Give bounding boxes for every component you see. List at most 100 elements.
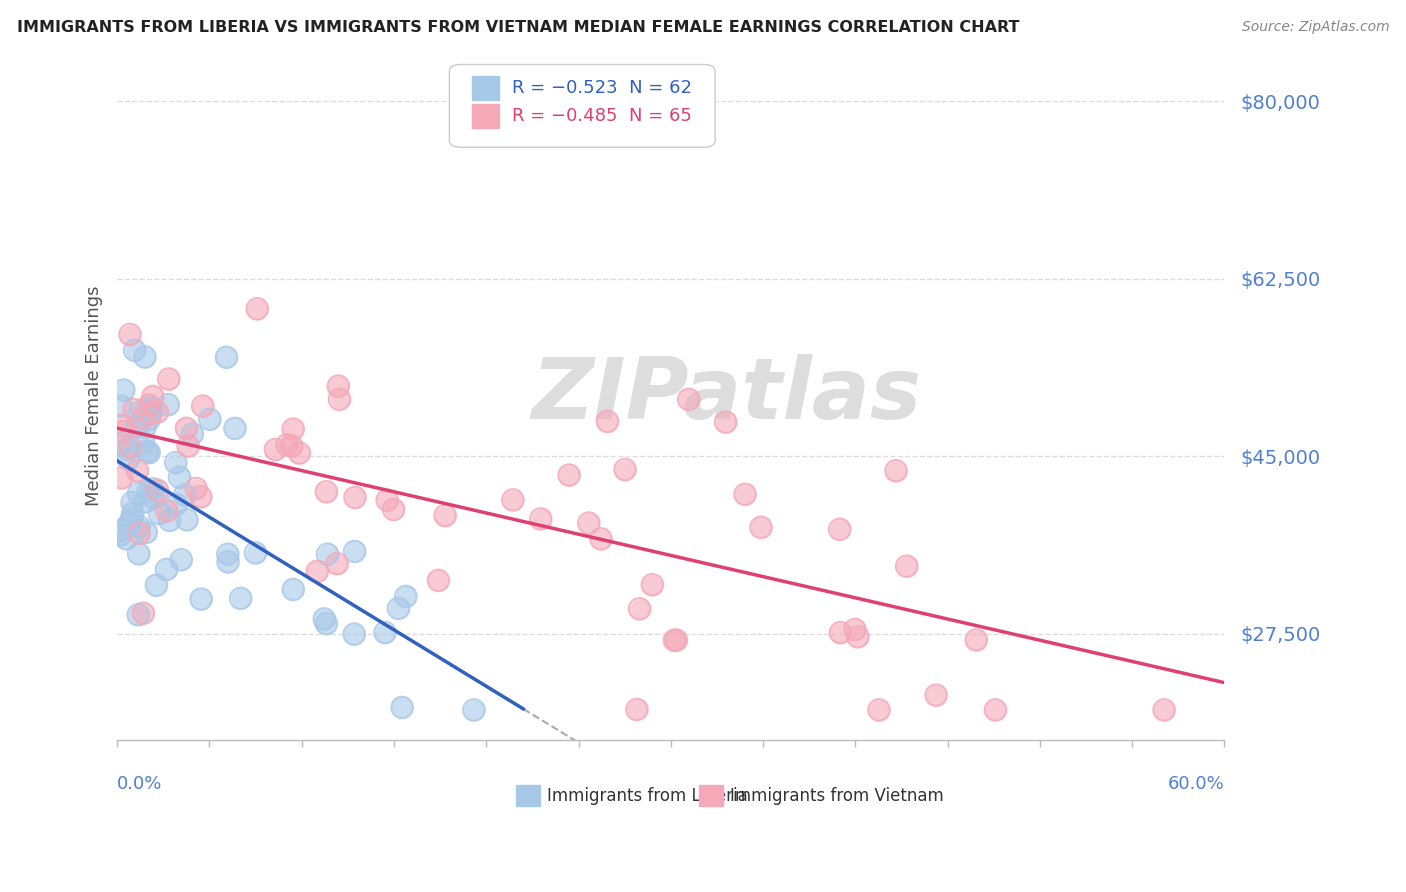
Point bbox=[117, 452, 139, 467]
Point bbox=[307, 565, 329, 579]
Point bbox=[110, 399, 132, 413]
Point bbox=[134, 350, 156, 364]
Point bbox=[131, 411, 153, 425]
Point bbox=[146, 483, 169, 498]
Point bbox=[749, 520, 772, 534]
Point bbox=[165, 456, 187, 470]
Point bbox=[558, 468, 581, 483]
Point bbox=[111, 471, 134, 485]
Point bbox=[128, 520, 150, 534]
Point bbox=[136, 484, 159, 499]
Point bbox=[128, 547, 150, 561]
Point bbox=[427, 574, 450, 588]
Point bbox=[264, 442, 287, 457]
Point bbox=[155, 562, 177, 576]
Point bbox=[343, 627, 366, 641]
Point bbox=[135, 495, 157, 509]
Point bbox=[374, 625, 396, 640]
Point bbox=[128, 486, 150, 500]
Point bbox=[314, 612, 336, 626]
Text: Immigrants from Vietnam: Immigrants from Vietnam bbox=[730, 787, 943, 805]
Point bbox=[110, 437, 132, 451]
Point bbox=[596, 414, 619, 428]
Point bbox=[118, 327, 141, 342]
Point bbox=[157, 372, 180, 386]
Point bbox=[830, 625, 852, 640]
Point bbox=[181, 427, 204, 442]
Point bbox=[868, 703, 890, 717]
Y-axis label: Median Female Earnings: Median Female Earnings bbox=[86, 285, 103, 506]
Point bbox=[246, 301, 269, 316]
Point bbox=[157, 398, 180, 412]
Point bbox=[169, 470, 191, 484]
Point bbox=[596, 414, 619, 428]
Point bbox=[391, 700, 413, 714]
Point bbox=[395, 590, 418, 604]
Point bbox=[142, 482, 165, 496]
Point bbox=[136, 444, 159, 458]
Point bbox=[127, 419, 149, 434]
Point bbox=[170, 553, 193, 567]
Point bbox=[641, 578, 664, 592]
Point bbox=[387, 601, 409, 615]
Point bbox=[173, 488, 195, 502]
Point bbox=[156, 504, 179, 518]
Point bbox=[1153, 703, 1175, 717]
Point bbox=[141, 401, 163, 415]
Point bbox=[375, 493, 398, 508]
Point bbox=[132, 435, 155, 450]
Point bbox=[110, 524, 132, 538]
Point bbox=[628, 602, 651, 616]
Point bbox=[280, 439, 302, 453]
Point bbox=[136, 484, 159, 499]
Point bbox=[121, 496, 143, 510]
Point bbox=[112, 383, 135, 397]
Text: Immigrants from Liberia: Immigrants from Liberia bbox=[547, 787, 748, 805]
Point bbox=[315, 616, 337, 631]
Point bbox=[128, 486, 150, 500]
Point bbox=[117, 452, 139, 467]
Point bbox=[628, 602, 651, 616]
Point bbox=[148, 507, 170, 521]
Point bbox=[558, 468, 581, 483]
Point bbox=[868, 703, 890, 717]
Point bbox=[118, 327, 141, 342]
Bar bbox=[471, 103, 499, 128]
Point bbox=[110, 437, 132, 451]
Point bbox=[127, 464, 149, 478]
Point bbox=[229, 591, 252, 606]
Point bbox=[191, 399, 214, 413]
Point bbox=[166, 497, 188, 511]
Point bbox=[135, 525, 157, 540]
Point bbox=[276, 438, 298, 452]
Point bbox=[127, 607, 149, 622]
Point bbox=[117, 442, 139, 457]
Point bbox=[112, 425, 135, 439]
Point bbox=[316, 547, 339, 561]
Text: R = −0.485  N = 65: R = −0.485 N = 65 bbox=[513, 107, 692, 125]
Point bbox=[132, 607, 155, 621]
Point bbox=[177, 439, 200, 453]
Point bbox=[217, 547, 239, 561]
Point bbox=[343, 544, 366, 558]
Point bbox=[734, 487, 756, 501]
Point bbox=[965, 632, 987, 647]
Point bbox=[328, 379, 350, 393]
Point bbox=[145, 578, 167, 592]
Point bbox=[641, 578, 664, 592]
Point bbox=[665, 633, 688, 648]
Point bbox=[896, 559, 918, 574]
Point bbox=[245, 546, 267, 560]
Point bbox=[215, 351, 238, 365]
Point bbox=[181, 427, 204, 442]
Point bbox=[134, 420, 156, 434]
Point bbox=[132, 435, 155, 450]
Point bbox=[138, 412, 160, 426]
Point bbox=[664, 633, 686, 648]
Point bbox=[283, 582, 305, 597]
Point bbox=[502, 492, 524, 507]
Point bbox=[141, 406, 163, 420]
Point bbox=[463, 703, 485, 717]
Text: IMMIGRANTS FROM LIBERIA VS IMMIGRANTS FROM VIETNAM MEDIAN FEMALE EARNINGS CORREL: IMMIGRANTS FROM LIBERIA VS IMMIGRANTS FR… bbox=[17, 20, 1019, 35]
Point bbox=[157, 372, 180, 386]
